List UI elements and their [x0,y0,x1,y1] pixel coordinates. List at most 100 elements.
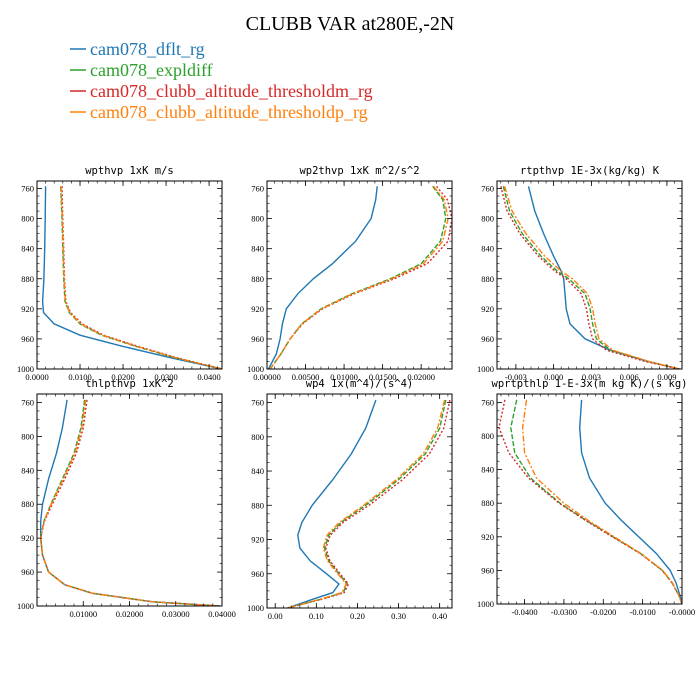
x-tick-label: 0.10 [309,611,324,621]
panel-title: wprtpthlp 1-E-3x(m kg K)/(s kg) [492,378,688,390]
series-line [269,185,447,369]
y-tick-label: 960 [481,334,494,344]
y-tick-label: 880 [481,274,494,284]
x-tick-label: 0.30 [391,611,406,621]
plot-frame [266,180,453,370]
x-tick-label: 0.01000 [69,609,97,619]
panel-title: rtpthvp 1E-3x(kg/kg) K [520,165,660,177]
chart-panel: wpthvp 1xK m/s 760 800 840 880 920 960 10000.00… [17,165,223,382]
y-tick-label: 960 [21,567,34,577]
plot-frame [36,393,223,607]
series-line [502,186,680,369]
legend-item: cam078_clubb_altitude_thresholdp_rg [70,102,368,122]
panel-title: thlpthvp 1xK^2 [85,378,174,390]
panel-title: wpthvp 1xK m/s [85,165,174,177]
x-tick-label: 0.000 [544,372,563,382]
y-tick-label: 920 [21,533,34,543]
series-line [40,399,220,606]
plot-frame [496,393,683,605]
series-line [269,185,452,369]
y-tick-label: 760 [481,397,494,407]
series-line [60,186,222,369]
y-tick-label: 1000 [477,364,494,374]
y-tick-label: 840 [481,244,494,254]
series-line [287,399,447,608]
legend-label: cam078_clubb_altitude_thresholdm_rg [90,81,373,101]
plot-frame [266,393,453,609]
plot-frame [496,180,683,370]
y-tick-label: 920 [251,304,264,314]
legend-item: cam078_expldiff [70,60,213,80]
series-line [500,186,680,369]
y-tick-label: 920 [251,535,264,545]
chart-panel: rtpthvp 1E-3x(kg/kg) K 760 800 840 880 920 960… [477,165,683,382]
y-tick-label: 920 [21,304,34,314]
y-tick-label: 880 [251,274,264,284]
y-tick-label: 1000 [477,599,494,609]
series-line [41,186,222,369]
legend-label: cam078_dflt_rg [90,39,205,59]
series-line [287,399,377,608]
x-tick-label: 0.03000 [162,609,190,619]
y-tick-label: 800 [481,431,494,441]
series-line [269,185,449,369]
x-tick-label: -0.0100 [630,607,656,617]
y-tick-label: 760 [21,397,34,407]
series-line [510,399,682,604]
y-tick-label: 800 [21,214,34,224]
y-tick-label: 960 [251,334,264,344]
x-tick-label: 0.02000 [116,609,144,619]
y-tick-label: 920 [481,532,494,542]
x-tick-label: 0.0200 [111,372,134,382]
y-tick-label: 840 [251,244,264,254]
x-tick-label: 0.04000 [208,609,236,619]
x-tick-label: 0.00 [268,611,283,621]
series-line [39,399,220,606]
series-line [527,186,680,369]
chart-panel: wprtpthlp 1-E-3x(m kg K)/(s kg) 760 800 840… [477,378,695,617]
x-tick-label: 0.00500 [292,372,320,382]
legend: cam078_dflt_rg cam078_expldiff cam078_cl… [70,39,373,122]
series-line [503,186,680,369]
y-tick-label: 760 [251,398,264,408]
y-tick-label: 800 [21,431,34,441]
x-tick-label: 0.0400 [197,372,220,382]
y-tick-label: 880 [251,500,264,510]
x-tick-label: 0.006 [620,372,639,382]
y-tick-label: 840 [21,465,34,475]
panel-title: wp2thvp 1xK m^2/s^2 [299,165,419,177]
panels: wpthvp 1xK m/s 760 800 840 880 920 960 1000 0.00… [17,165,695,621]
series-line [39,399,220,606]
y-tick-label: 800 [251,214,264,224]
x-tick-label: -0.0300 [551,607,577,617]
x-tick-label: -0.0000 [669,607,695,617]
x-tick-label: 0.40 [432,611,447,621]
y-tick-label: 920 [481,304,494,314]
y-tick-label: 760 [251,184,264,194]
x-tick-label: -0.0400 [511,607,537,617]
y-tick-label: 800 [481,214,494,224]
series-line [287,399,451,608]
series-line [61,186,222,369]
y-tick-label: 840 [21,244,34,254]
y-tick-label: 760 [481,184,494,194]
y-tick-label: 1000 [17,601,34,611]
y-tick-label: 800 [251,432,264,442]
y-tick-label: 840 [481,465,494,475]
series-line [498,399,682,604]
series-line [287,399,446,608]
y-tick-label: 960 [481,565,494,575]
x-tick-label: 0.0100 [68,372,91,382]
y-tick-label: 1000 [247,603,264,613]
x-tick-label: 0.01500 [369,372,397,382]
x-tick-label: -0.003 [505,372,527,382]
chart-panel: wp4 1x(m^4)/(s^4) 760 800 840 880 920 960 1000 0… [247,378,453,621]
y-tick-label: 960 [251,569,264,579]
legend-label: cam078_clubb_altitude_thresholdp_rg [90,102,368,122]
chart-panel: thlpthvp 1xK^2 760 800 840 880 920 960 1000 0.01… [17,378,236,619]
series-line [60,186,222,369]
y-tick-label: 880 [481,498,494,508]
series-line [39,399,220,606]
y-tick-label: 840 [251,466,264,476]
